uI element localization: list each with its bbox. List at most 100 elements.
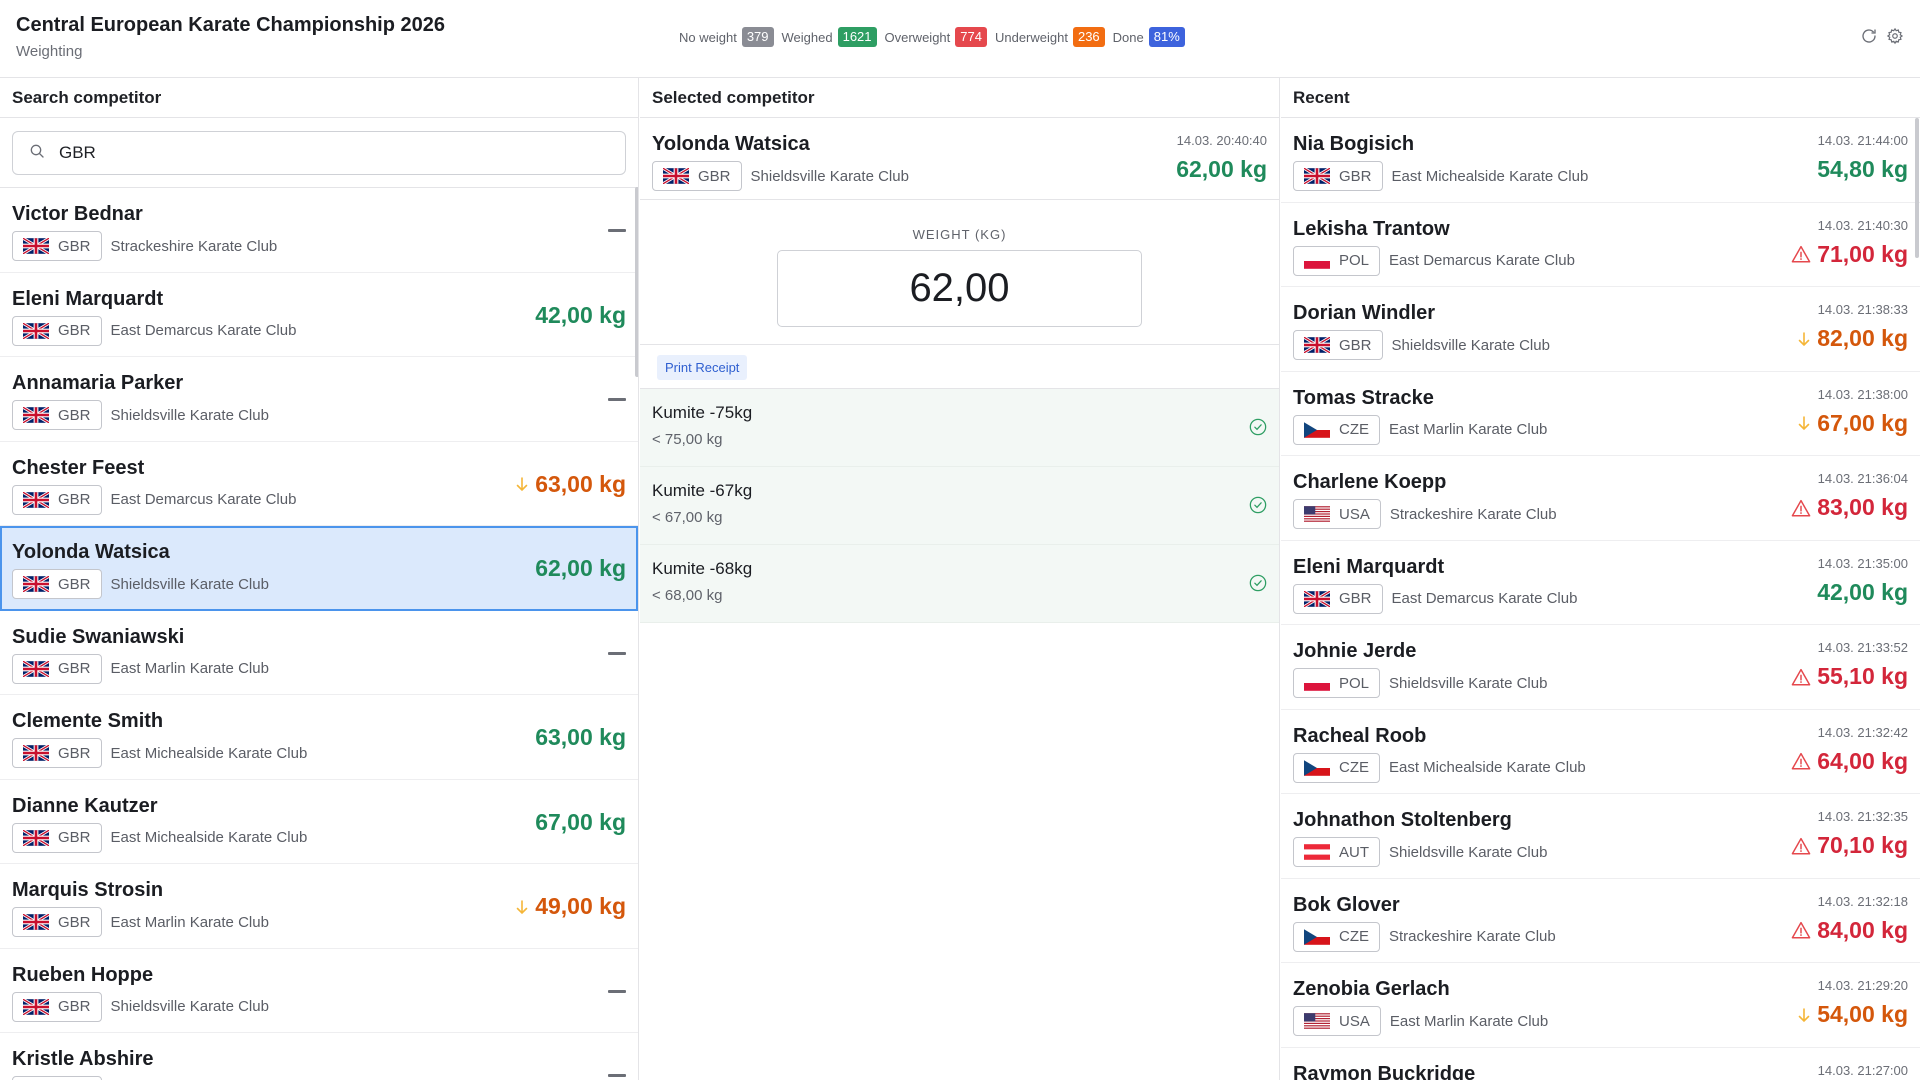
page-subtitle: Weighting — [16, 43, 83, 60]
club-name: East Michealside Karate Club — [1389, 759, 1586, 776]
recent-row[interactable]: Eleni Marquardt GBR East Demarcus Karate C… — [1281, 541, 1920, 625]
country-badge: GBR — [12, 907, 102, 937]
country-badge: GBR — [12, 400, 102, 430]
weight-value: 67,00 kg — [535, 808, 626, 835]
country-badge: GBR — [1293, 161, 1383, 191]
weighed-timestamp: 14.03. 20:40:40 — [1176, 133, 1267, 148]
competitor-name: Dianne Kautzer — [12, 794, 158, 817]
warning-icon — [1791, 668, 1811, 686]
recent-scrollbar[interactable] — [1915, 118, 1919, 258]
competitor-name: Eleni Marquardt — [12, 287, 164, 310]
category-name: Kumite -67kg — [652, 481, 753, 500]
weighed-timestamp: 14.03. 21:32:42 — [1817, 724, 1908, 740]
recent-row[interactable]: Dorian Windler GBR Shieldsville Karate Clu… — [1281, 287, 1920, 372]
recent-row[interactable]: Racheal Roob CZE East Michealside Karate C… — [1281, 710, 1920, 794]
recent-row[interactable]: Raymon Buckridge 14.03. 21:27:00 — [1281, 1048, 1920, 1080]
flag-usa-icon — [1304, 1013, 1330, 1029]
club-name: East Michealside Karate Club — [110, 744, 308, 762]
competitor-name: Chester Feest — [12, 456, 145, 479]
recent-row[interactable]: Bok Glover CZE Strackeshire Karate Club 14.… — [1281, 879, 1920, 963]
print-receipt-button[interactable]: Print Receipt — [657, 355, 748, 380]
competitor-row[interactable]: Rueben Hoppe GBR Shieldsville Karate Club — [0, 949, 638, 1033]
weight-value: 70,10 kg — [1791, 832, 1908, 859]
competitor-row[interactable]: Sudie Swaniawski GBR East Marlin Karate Cl… — [0, 611, 638, 695]
competitor-name: Tomas Stracke — [1293, 386, 1434, 409]
warning-icon — [1791, 837, 1811, 855]
club-name: East Demarcus Karate Club — [110, 322, 297, 339]
search-field[interactable] — [12, 131, 626, 175]
flag-gbr-icon — [663, 168, 689, 184]
country-badge: POL — [1293, 245, 1381, 276]
recent-row[interactable]: Johnathon Stoltenberg AUT Shieldsville Kar… — [1281, 794, 1920, 879]
results-scrollbar[interactable] — [635, 187, 638, 377]
arrow-down-icon — [1798, 416, 1810, 431]
flag-usa-icon — [1304, 506, 1330, 522]
weight-value: 83,00 kg — [1791, 494, 1908, 521]
flag-pol-icon — [1304, 675, 1330, 691]
no-weight-dash-icon — [608, 651, 626, 655]
flag-gbr-icon — [1304, 590, 1330, 607]
weighed-timestamp: 14.03. 21:36:04 — [1817, 471, 1908, 486]
flag-cze-icon — [1304, 421, 1330, 438]
search-input[interactable] — [59, 143, 559, 163]
country-badge: GBR — [12, 569, 102, 599]
flag-gbr-icon — [1304, 168, 1330, 184]
country-badge: GBR — [12, 315, 102, 346]
recent-row[interactable]: Tomas Stracke CZE East Marlin Karate Club 1… — [1281, 372, 1920, 456]
category-limit: < 67,00 kg — [652, 509, 723, 526]
flag-aut-icon — [1304, 844, 1330, 860]
competitor-name: Victor Bednar — [12, 203, 143, 225]
competitor-row[interactable]: Kristle Abshire GBR — [0, 1033, 638, 1080]
recent-row[interactable]: Nia Bogisich GBR East Michealside Karate C… — [1281, 118, 1920, 203]
flag-gbr-icon — [23, 576, 49, 592]
country-badge: USA — [1293, 499, 1381, 529]
competitor-row[interactable]: Annamaria Parker GBR Shieldsville Karate C… — [0, 357, 638, 442]
category-limit: < 68,00 kg — [652, 587, 723, 604]
competitor-row[interactable]: Victor Bednar GBR Strackeshire Karate Club — [0, 188, 638, 273]
gear-icon[interactable] — [1886, 27, 1904, 50]
country-badge: GBR — [12, 991, 102, 1022]
club-name: East Demarcus Karate Club — [1391, 590, 1578, 607]
check-circle-icon — [1249, 496, 1267, 519]
weight-value: 64,00 kg — [1791, 748, 1908, 775]
club-name: East Marlin Karate Club — [1389, 421, 1548, 438]
competitor-row[interactable]: Eleni Marquardt GBR East Demarcus Karate C… — [0, 273, 638, 357]
weight-value: 84,00 kg — [1791, 917, 1908, 944]
arrow-down-icon — [516, 899, 528, 914]
recent-row[interactable]: Johnie Jerde POL Shieldsville Karate Club 1… — [1281, 625, 1920, 710]
competitor-name: Clemente Smith — [12, 710, 164, 732]
flag-gbr-icon — [23, 660, 49, 677]
country-badge: POL — [1293, 668, 1381, 698]
recent-row[interactable]: Charlene Koepp USA Strackeshire Karate Clu… — [1281, 456, 1920, 541]
refresh-icon[interactable] — [1860, 27, 1878, 50]
country-badge: CZE — [1293, 921, 1380, 952]
arrow-down-icon — [1798, 331, 1810, 346]
competitor-row[interactable]: Chester Feest GBR East Demarcus Karate Clu… — [0, 442, 638, 526]
flag-gbr-icon — [23, 407, 49, 423]
competitor-name: Lekisha Trantow — [1293, 217, 1450, 240]
weight-input[interactable] — [789, 266, 1130, 311]
country-badge: GBR — [12, 653, 102, 684]
competitor-row[interactable]: Dianne Kautzer GBR East Michealside Karate… — [0, 780, 638, 864]
competitor-name: Eleni Marquardt — [1293, 555, 1445, 578]
recent-row[interactable]: Lekisha Trantow POL East Demarcus Karate C… — [1281, 203, 1920, 287]
check-circle-icon — [1249, 574, 1267, 597]
competitor-row[interactable]: Clemente Smith GBR East Michealside Karate… — [0, 695, 638, 780]
club-name: Shieldsville Karate Club — [110, 406, 269, 424]
country-badge: GBR — [12, 738, 102, 768]
competitor-row[interactable]: Marquis Strosin GBR East Marlin Karate Clu… — [0, 864, 638, 949]
weight-field[interactable] — [777, 250, 1142, 327]
weight-value: 55,10 kg — [1791, 663, 1908, 690]
recent-row[interactable]: Zenobia Gerlach USA East Marlin Karate Clu… — [1281, 963, 1920, 1048]
country-badge: USA — [1293, 1006, 1381, 1036]
search-panel: Search competitor Victor Bednar GBR Strack… — [0, 78, 639, 1080]
warning-icon — [1791, 499, 1811, 517]
weighed-timestamp: 14.03. 21:38:33 — [1817, 302, 1908, 317]
club-name: East Marlin Karate Club — [1389, 1012, 1549, 1030]
club-name: East Marlin Karate Club — [110, 913, 269, 931]
flag-gbr-icon — [23, 491, 49, 508]
weighed-timestamp: 14.03. 21:44:00 — [1817, 133, 1908, 148]
weight-value: 54,00 kg — [1797, 1001, 1908, 1028]
competitor-row[interactable]: Yolonda Watsica GBR Shieldsville Karate Cl… — [0, 526, 638, 611]
warning-icon — [1791, 921, 1811, 939]
